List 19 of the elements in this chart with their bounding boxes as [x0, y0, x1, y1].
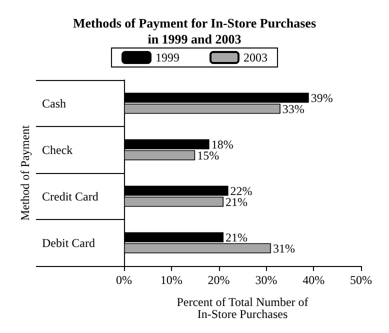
data-label: 31% [272, 241, 295, 256]
x-tick-label: 20% [208, 273, 230, 287]
x-axis-title: Percent of Total Number of In-Store Purchases [176, 295, 308, 321]
x-tick-label: 50% [350, 273, 372, 287]
y-tick-label: Cash [42, 96, 66, 110]
chart-title: Methods of Payment for In-Store Purchases in 1999 and 2003 [72, 16, 316, 46]
data-label: 33% [282, 102, 304, 116]
x-tick-label: 0% [116, 273, 132, 287]
y-tick-label: Credit Card [42, 189, 98, 204]
legend-label: 1999 [156, 50, 180, 64]
legend-label: 2003 [244, 50, 268, 64]
y-axis-title: Method of Payment [18, 124, 32, 221]
x-tick-label: 10% [160, 273, 182, 287]
x-tick-label: 40% [302, 273, 325, 287]
y-tick-label: Debit Card [42, 236, 95, 250]
x-tick-label: 30% [255, 273, 278, 287]
data-label: 39% [310, 90, 333, 105]
y-tick-label: Check [42, 142, 73, 157]
data-label: 21% [226, 230, 248, 244]
